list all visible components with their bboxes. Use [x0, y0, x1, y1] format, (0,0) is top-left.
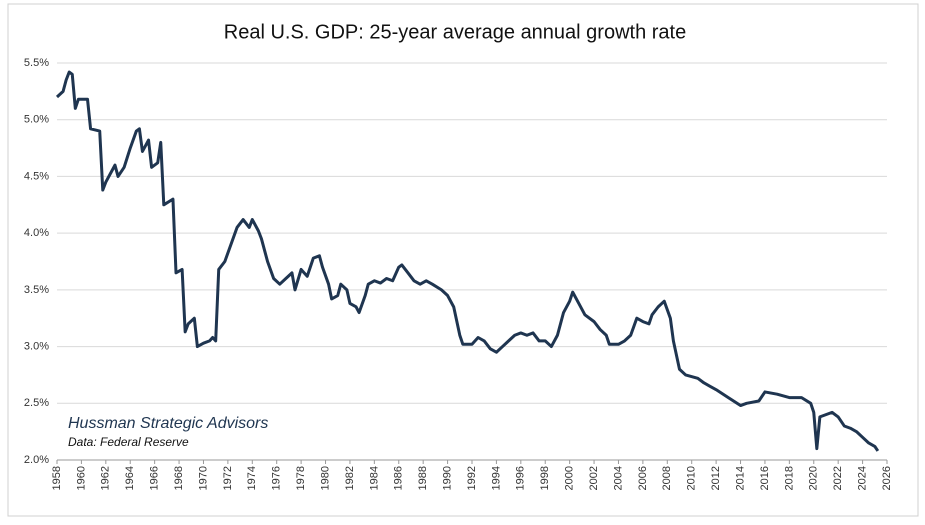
x-tick-label: 1990 — [441, 466, 453, 490]
x-tick-label: 1994 — [490, 466, 502, 490]
y-tick-label: 2.5% — [24, 397, 49, 409]
x-tick-label: 1988 — [417, 466, 429, 490]
x-tick-label: 1978 — [295, 466, 307, 490]
annotation: Hussman Strategic Advisors — [68, 415, 268, 432]
x-tick-label: 2008 — [661, 466, 673, 490]
x-tick-label: 1962 — [100, 466, 112, 490]
y-tick-label: 5.5% — [24, 57, 49, 69]
x-tick-label: 2020 — [808, 466, 820, 490]
x-tick-label: 1958 — [51, 466, 63, 490]
y-tick-label: 2.0% — [24, 454, 49, 466]
x-tick-label: 2022 — [832, 466, 844, 490]
x-tick-label: 2026 — [881, 466, 893, 490]
x-tick-label: 1960 — [75, 466, 87, 490]
x-tick-label: 2016 — [759, 466, 771, 490]
x-tick-label: 1972 — [222, 466, 234, 490]
x-tick-label: 1992 — [466, 466, 478, 490]
y-tick-label: 3.0% — [24, 340, 49, 352]
x-tick-label: 1998 — [539, 466, 551, 490]
x-tick-label: 2018 — [783, 466, 795, 490]
x-tick-label: 1984 — [368, 466, 380, 490]
x-tick-label: 2010 — [686, 466, 698, 490]
y-tick-label: 4.5% — [24, 170, 49, 182]
x-tick-label: 1986 — [393, 466, 405, 490]
x-tick-label: 1966 — [149, 466, 161, 490]
x-tick-label: 2014 — [734, 466, 746, 490]
x-tick-label: 2004 — [612, 466, 624, 490]
x-tick-label: 2006 — [637, 466, 649, 490]
x-tick-label: 1976 — [271, 466, 283, 490]
data-line — [55, 70, 880, 452]
y-tick-label: 3.5% — [24, 284, 49, 296]
y-tick-label: 4.0% — [24, 227, 49, 239]
x-tick-label: 1974 — [246, 466, 258, 490]
x-tick-label: 1982 — [344, 466, 356, 490]
x-tick-label: 2000 — [564, 466, 576, 490]
chart-frame — [7, 3, 919, 517]
x-tick-label: 1980 — [319, 466, 331, 490]
annotation: Data: Federal Reserve — [68, 435, 189, 449]
y-tick-label: 5.0% — [24, 114, 49, 126]
x-tick-label: 1996 — [515, 466, 527, 490]
x-tick-label: 1970 — [197, 466, 209, 490]
x-tick-label: 1968 — [173, 466, 185, 490]
x-tick-label: 2024 — [856, 466, 868, 490]
x-tick-label: 2012 — [710, 466, 722, 490]
x-tick-label: 2002 — [588, 466, 600, 490]
x-tick-label: 1964 — [124, 466, 136, 490]
chart-title: Real U.S. GDP: 25-year average annual gr… — [224, 21, 686, 43]
